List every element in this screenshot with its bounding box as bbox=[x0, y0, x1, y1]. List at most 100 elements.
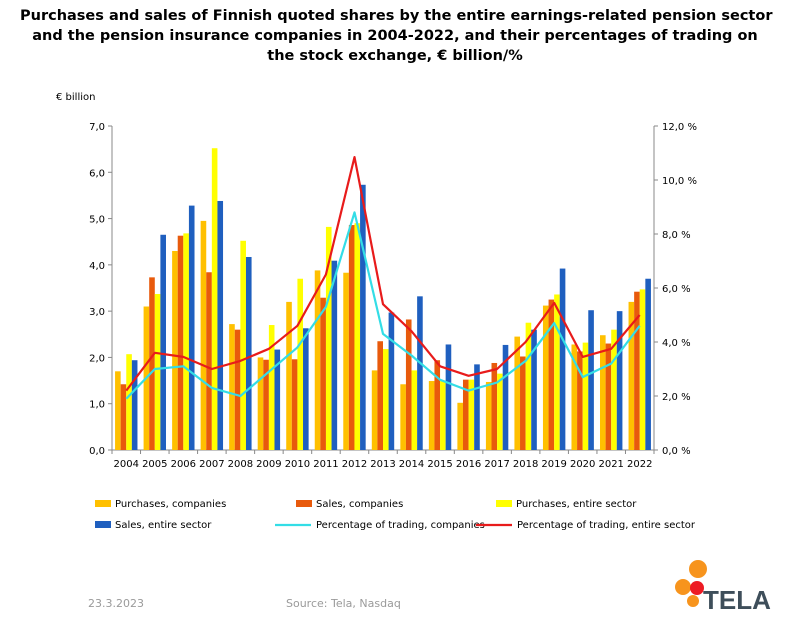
x-tick-label: 2007 bbox=[199, 459, 224, 470]
x-tick-label: 2018 bbox=[513, 459, 538, 470]
bar-purchases-companies bbox=[485, 381, 492, 450]
bar-purchases-entire-sector bbox=[354, 223, 361, 450]
x-tick-label: 2004 bbox=[114, 459, 139, 470]
x-tick-label: 2016 bbox=[456, 459, 481, 470]
y-tick-label: 3,0 bbox=[89, 307, 105, 318]
bar-sales-companies bbox=[348, 225, 355, 450]
y2-tick-label: 8,0 % bbox=[662, 230, 691, 241]
bar-sales-companies bbox=[405, 319, 412, 450]
y-tick-label: 7,0 bbox=[89, 122, 105, 133]
y2-tick-label: 12,0 % bbox=[662, 122, 697, 133]
bar-sales-entire-sector bbox=[217, 200, 224, 450]
bar-sales-companies bbox=[577, 351, 583, 450]
bar-sales-entire-sector bbox=[474, 364, 480, 450]
bar-sales-companies bbox=[434, 360, 441, 450]
bar-purchases-entire-sector bbox=[126, 354, 132, 450]
bar-sales-companies bbox=[263, 359, 269, 450]
bar-sales-companies bbox=[377, 341, 383, 450]
x-tick-label: 2017 bbox=[484, 459, 509, 470]
chart-bars bbox=[115, 148, 651, 450]
bar-purchases-entire-sector bbox=[240, 240, 246, 450]
bar-purchases-companies bbox=[343, 272, 349, 450]
logo-dot-center bbox=[690, 581, 704, 595]
footer-date: 23.3.2023 bbox=[88, 597, 144, 610]
bar-sales-entire-sector bbox=[274, 349, 281, 450]
bar-purchases-companies bbox=[628, 301, 635, 450]
bar-sales-companies bbox=[149, 277, 155, 450]
bar-purchases-companies bbox=[428, 381, 435, 450]
bar-sales-entire-sector bbox=[388, 312, 395, 450]
logo-dot-bottom bbox=[687, 595, 699, 607]
bar-purchases-companies bbox=[229, 324, 235, 450]
bar-purchases-entire-sector bbox=[325, 226, 332, 450]
bar-purchases-entire-sector bbox=[582, 342, 589, 450]
x-tick-label: 2022 bbox=[627, 459, 652, 470]
chart-legend: Purchases, companies Sales, companies Purc… bbox=[95, 499, 696, 531]
bar-purchases-companies bbox=[115, 371, 121, 450]
logo-dot-left bbox=[675, 579, 691, 595]
bar-sales-companies bbox=[206, 272, 212, 450]
bar-purchases-entire-sector bbox=[468, 379, 475, 450]
line-percentage-of-trading-companies bbox=[125, 211, 641, 400]
x-tick-label: 2009 bbox=[256, 459, 281, 470]
logo-text: TELA bbox=[703, 585, 771, 612]
bar-sales-entire-sector bbox=[616, 311, 623, 450]
logo-dot-top bbox=[689, 560, 707, 578]
x-tick-label: 2021 bbox=[598, 459, 623, 470]
bar-sales-companies bbox=[177, 235, 184, 450]
y2-tick-label: 0,0 % bbox=[662, 446, 691, 457]
chart-title-line-2: and the pension insurance companies in 2… bbox=[32, 28, 758, 44]
bar-purchases-entire-sector bbox=[440, 380, 446, 450]
bar-purchases-companies bbox=[542, 305, 549, 450]
y2-tick-label: 10,0 % bbox=[662, 176, 697, 187]
bar-sales-entire-sector bbox=[445, 344, 452, 450]
bar-purchases-companies bbox=[600, 335, 606, 450]
bar-purchases-entire-sector bbox=[297, 278, 304, 450]
bar-sales-companies bbox=[634, 291, 640, 450]
legend-label-purchases-companies: Purchases, companies bbox=[115, 499, 226, 510]
bar-sales-entire-sector bbox=[245, 256, 252, 450]
bar-purchases-entire-sector bbox=[497, 373, 503, 450]
legend-swatch-purchases-companies bbox=[95, 500, 111, 507]
bar-purchases-entire-sector bbox=[411, 370, 418, 450]
x-tick-label: 2014 bbox=[399, 459, 424, 470]
bar-sales-companies bbox=[520, 356, 526, 450]
x-tick-label: 2015 bbox=[427, 459, 452, 470]
bar-purchases-companies bbox=[200, 220, 207, 450]
bar-sales-entire-sector bbox=[588, 310, 594, 450]
legend-swatch-sales-entire-sector bbox=[95, 521, 111, 528]
bar-purchases-entire-sector bbox=[154, 294, 161, 450]
bar-sales-companies bbox=[291, 359, 298, 450]
x-tick-label: 2006 bbox=[171, 459, 196, 470]
combo-chart: 0,0 1,0 2,0 3,0 4,0 5,0 6,0 7,0 0,0 % 2,0 % 4,0 % 6… bbox=[56, 92, 697, 531]
y-tick-label: 0,0 bbox=[89, 446, 105, 457]
bar-sales-entire-sector bbox=[188, 205, 195, 450]
bar-purchases-entire-sector bbox=[554, 294, 560, 450]
line-percentage-of-trading-entire-sector bbox=[125, 156, 641, 392]
legend-label-purchases-entire-sector: Purchases, entire sector bbox=[516, 499, 637, 510]
bar-purchases-entire-sector bbox=[383, 349, 389, 450]
chart-lines bbox=[125, 156, 641, 400]
bar-sales-entire-sector bbox=[331, 260, 338, 450]
legend-label-sales-entire-sector: Sales, entire sector bbox=[115, 520, 212, 531]
x-tick-label: 2012 bbox=[342, 459, 367, 470]
x-tick-label: 2020 bbox=[570, 459, 595, 470]
bar-sales-entire-sector bbox=[531, 329, 537, 450]
legend-swatch-purchases-entire-sector bbox=[496, 500, 512, 507]
y2-tick-label: 2,0 % bbox=[662, 392, 691, 403]
bar-sales-entire-sector bbox=[360, 184, 366, 450]
chart-title-line-3: the stock exchange, € billion/% bbox=[267, 48, 523, 64]
legend-label-percentage-of-trading-companies: Percentage of trading, companies bbox=[316, 520, 485, 531]
chart-title-line-1: Purchases and sales of Finnish quoted sh… bbox=[20, 8, 773, 24]
y-tick-label: 6,0 bbox=[89, 168, 105, 179]
legend-label-sales-companies: Sales, companies bbox=[316, 499, 403, 510]
bar-purchases-entire-sector bbox=[639, 289, 646, 450]
y-tick-label: 2,0 bbox=[89, 353, 105, 364]
bar-purchases-entire-sector bbox=[268, 325, 275, 450]
bar-sales-companies bbox=[605, 343, 612, 450]
chart-title: Purchases and sales of Finnish quoted sh… bbox=[20, 6, 773, 66]
y2-tick-label: 6,0 % bbox=[662, 284, 691, 295]
y-tick-label: 4,0 bbox=[89, 261, 105, 272]
legend-label-percentage-of-trading-entire-sector: Percentage of trading, entire sector bbox=[517, 520, 696, 531]
x-tick-label: 2005 bbox=[142, 459, 167, 470]
